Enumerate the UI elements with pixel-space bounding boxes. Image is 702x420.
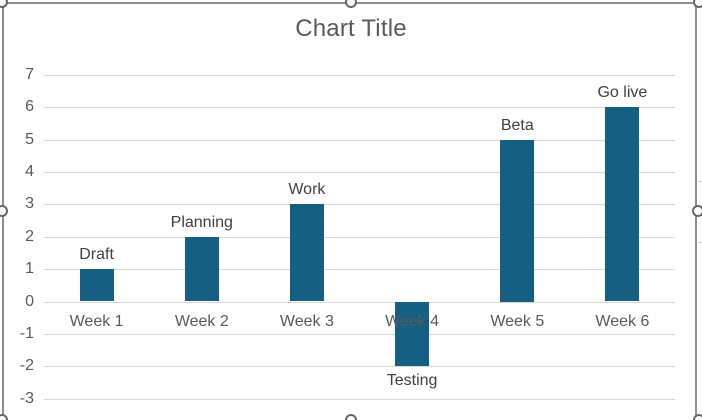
gridline-y3 [44, 204, 675, 206]
bar-week-2[interactable] [184, 236, 219, 302]
x-tick-label: Week 2 [174, 313, 229, 330]
gridline-y-3 [44, 398, 675, 400]
data-label: Draft [79, 246, 114, 264]
y-tick-label: 6 [25, 98, 34, 116]
gridline-y2 [44, 236, 675, 238]
gridline-y6 [44, 107, 675, 109]
y-tick-label: 4 [25, 162, 34, 180]
selection-handle-top-left[interactable] [0, 0, 8, 8]
selection-handle-top-center[interactable] [345, 0, 357, 8]
selection-handle-middle-left[interactable] [0, 205, 8, 217]
gridline-y5 [44, 139, 675, 141]
x-tick-label: Week 5 [490, 313, 545, 330]
data-label: Beta [500, 116, 534, 134]
bar-week-1[interactable] [79, 269, 114, 302]
selection-handle-bottom-right[interactable] [693, 414, 702, 420]
y-tick-label: 1 [25, 260, 34, 278]
x-tick-label: Week 4 [385, 313, 440, 330]
y-tick-label: 3 [25, 195, 34, 213]
y-tick-label: 5 [25, 130, 34, 148]
selection-handle-top-right[interactable] [693, 0, 702, 8]
y-tick-label: -1 [19, 324, 34, 342]
y-tick-label: 2 [25, 227, 34, 245]
selection-handle-bottom-center[interactable] [345, 414, 357, 420]
bar-week-6[interactable] [605, 107, 640, 302]
x-tick-label: Week 3 [279, 313, 334, 330]
y-tick-label: -2 [19, 357, 34, 375]
gridline-y7 [44, 74, 675, 76]
data-label: Testing [386, 372, 438, 390]
data-label: Go live [597, 84, 648, 102]
worksheet-gridline [698, 181, 702, 182]
selection-handle-middle-right[interactable] [692, 205, 702, 217]
gridline-y0 [44, 301, 675, 303]
selection-handle-bottom-left[interactable] [0, 414, 8, 420]
y-tick-label: 0 [25, 292, 34, 310]
data-label: Planning [170, 213, 233, 231]
y-tick-label: -3 [19, 389, 34, 407]
bar-week-4[interactable] [395, 301, 430, 367]
gridline-y-2 [44, 366, 675, 368]
gridline-y1 [44, 269, 675, 271]
gridline-y-1 [44, 333, 675, 335]
bar-week-5[interactable] [500, 139, 535, 302]
x-tick-label: Week 6 [595, 313, 650, 330]
worksheet-gridline [698, 242, 702, 243]
x-tick-label: Week 1 [69, 313, 124, 330]
data-label: Work [288, 181, 326, 199]
bar-week-3[interactable] [289, 204, 324, 302]
y-tick-label: 7 [25, 65, 34, 83]
chart-title[interactable]: Chart Title [295, 15, 407, 42]
gridline-y4 [44, 171, 675, 173]
